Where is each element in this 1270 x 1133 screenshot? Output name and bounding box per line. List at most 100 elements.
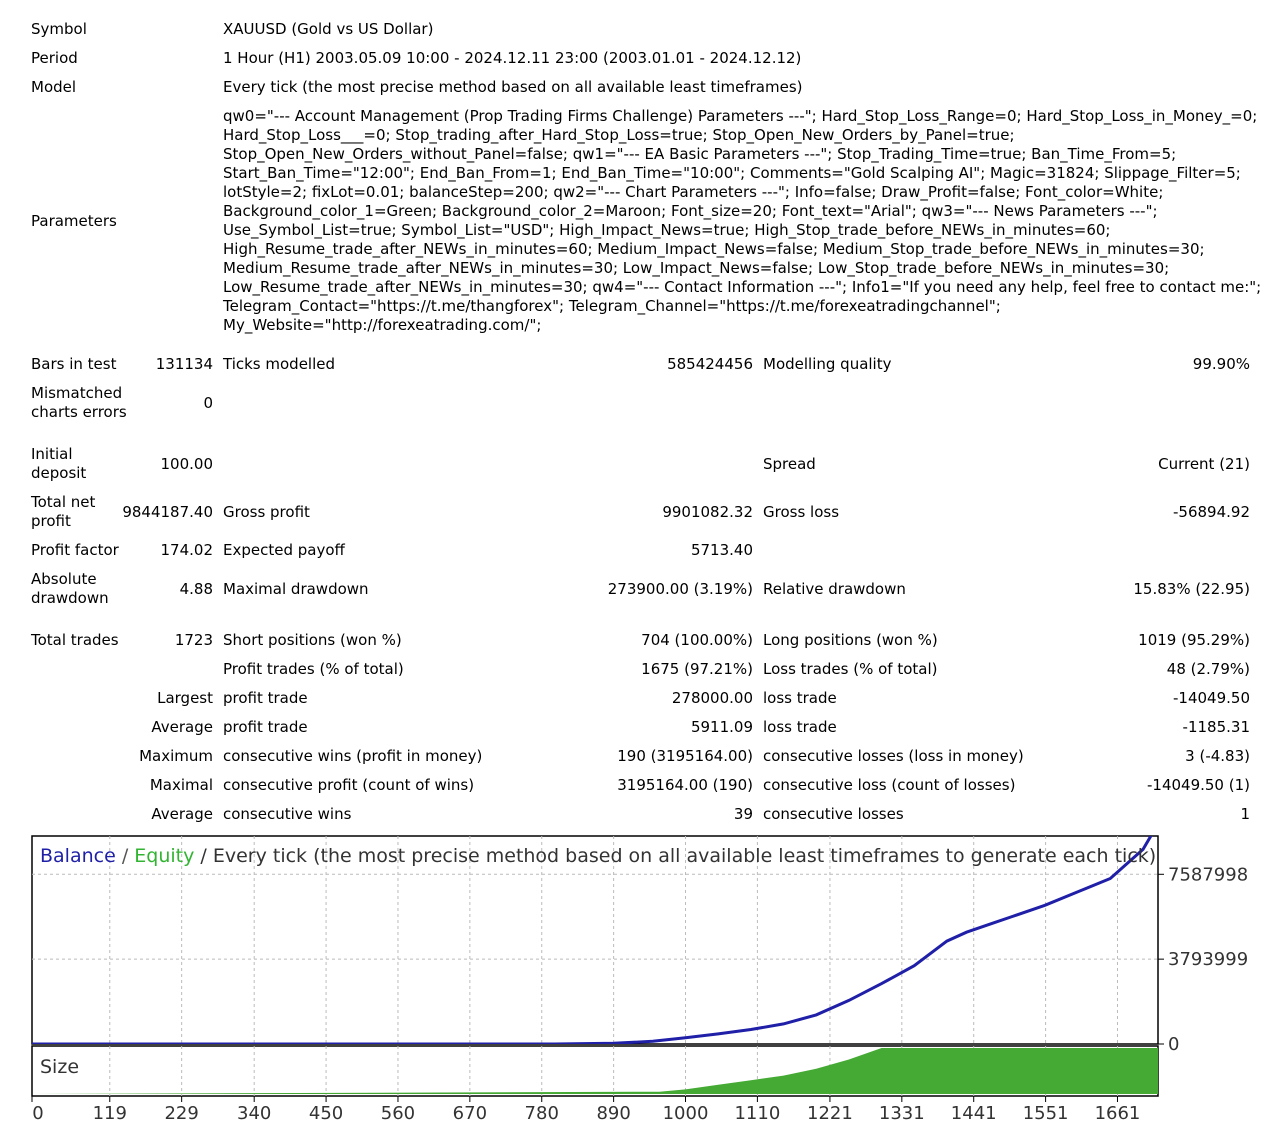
largest-profit-trade-value: 278000.00 xyxy=(671,689,753,707)
horizontal-grid xyxy=(32,873,1158,960)
expected-payoff-value: 5713.40 xyxy=(690,541,753,559)
short-positions-value: 704 (100.00%) xyxy=(641,631,753,649)
y-axis-ticks: 0 3793999 7587998 xyxy=(1158,864,1248,1055)
max-consecutive-losses-label: consecutive losses (loss in money) xyxy=(763,747,1024,765)
maximal-consecutive-profit-label: consecutive profit (count of wins) xyxy=(223,776,475,794)
x-tick-label: 1441 xyxy=(951,1103,997,1124)
average-consecutive-losses-value: 1 xyxy=(1240,805,1250,823)
maximal-consecutive-profit-value: 3195164.00 (190) xyxy=(617,776,753,794)
maximal-consecutive-loss-label: consecutive loss (count of losses) xyxy=(763,776,1016,794)
x-axis-ticks: 0 119 229 340 450 560 670 780 890 1000 1110 1221 133… xyxy=(31,1096,1141,1124)
x-tick-label: 229 xyxy=(164,1103,198,1124)
x-tick-label: 780 xyxy=(525,1103,559,1124)
maximal-consecutive-loss-value: -14049.50 (1) xyxy=(1146,776,1250,794)
profit-factor-value: 174.02 xyxy=(160,541,214,559)
loss-trades-label: Loss trades (% of total) xyxy=(763,660,938,678)
absolute-drawdown-label-2: drawdown xyxy=(31,589,109,607)
ticks-value: 585424456 xyxy=(667,355,753,373)
x-tick-label: 890 xyxy=(596,1103,630,1124)
x-tick-label: 560 xyxy=(381,1103,415,1124)
largest-profit-trade-label: profit trade xyxy=(223,689,308,707)
parameters-value: qw0="--- Account Management (Prop Tradin… xyxy=(223,107,1262,334)
x-tick-label: 119 xyxy=(93,1103,127,1124)
x-tick-label: 1110 xyxy=(734,1103,780,1124)
size-area xyxy=(32,1048,1158,1094)
x-tick-label: 1221 xyxy=(807,1103,853,1124)
loss-trades-value: 48 (2.79%) xyxy=(1166,660,1250,678)
deposit-value: 100.00 xyxy=(160,455,214,473)
x-tick-label: 670 xyxy=(453,1103,487,1124)
chart-title-sep: / xyxy=(116,845,134,867)
average-consecutive-wins-label: consecutive wins xyxy=(223,805,352,823)
y-tick-label: 7587998 xyxy=(1168,864,1248,885)
y-tick-label: 0 xyxy=(1168,1034,1179,1055)
main-plot-frame xyxy=(31,835,1159,1045)
absolute-drawdown-label-1: Absolute xyxy=(31,570,97,588)
relative-drawdown-value: 15.83% (22.95) xyxy=(1133,580,1250,598)
gross-profit-label: Gross profit xyxy=(223,503,310,521)
profit-trades-value: 1675 (97.21%) xyxy=(641,660,753,678)
spread-label: Spread xyxy=(763,455,816,473)
relative-drawdown-label: Relative drawdown xyxy=(763,580,906,598)
average-profit-trade-label: profit trade xyxy=(223,718,308,736)
maximal-drawdown-value: 273900.00 (3.19%) xyxy=(607,580,753,598)
bars-label: Bars in test xyxy=(31,355,117,373)
absolute-drawdown-value: 4.88 xyxy=(179,580,213,598)
deposit-label-1: Initial xyxy=(31,445,73,463)
profit-factor-label: Profit factor xyxy=(31,541,119,559)
average-loss-trade-value: -1185.31 xyxy=(1182,718,1250,736)
parameters-label: Parameters xyxy=(31,212,117,230)
largest-label: Largest xyxy=(157,689,213,707)
deposit-label-2: deposit xyxy=(31,464,87,482)
average-consecutive-label: Average xyxy=(151,805,213,823)
max-consecutive-wins-label: consecutive wins (profit in money) xyxy=(223,747,483,765)
symbol-label: Symbol xyxy=(31,20,87,38)
chart-title: Balance / Equity / Every tick (the most … xyxy=(40,845,1217,867)
average-consecutive-losses-label: consecutive losses xyxy=(763,805,904,823)
mismatch-label-1: Mismatched xyxy=(31,384,123,402)
x-tick-label: 0 xyxy=(32,1103,43,1124)
maximum-label: Maximum xyxy=(139,747,213,765)
bars-value: 131134 xyxy=(155,355,213,373)
max-consecutive-wins-value: 190 (3195164.00) xyxy=(617,747,753,765)
gross-loss-value: -56894.92 xyxy=(1173,503,1250,521)
average-loss-trade-label: loss trade xyxy=(763,718,837,736)
spread-value: Current (21) xyxy=(1158,455,1250,473)
long-positions-value: 1019 (95.29%) xyxy=(1138,631,1250,649)
gross-profit-value: 9901082.32 xyxy=(662,503,753,521)
chart-title-balance: Balance xyxy=(40,845,116,867)
modelling-quality-label: Modelling quality xyxy=(763,355,892,373)
mismatch-label-2: charts errors xyxy=(31,403,127,421)
x-tick-label: 1000 xyxy=(663,1103,709,1124)
x-tick-label: 340 xyxy=(237,1103,271,1124)
gross-loss-label: Gross loss xyxy=(763,503,840,521)
average-consecutive-wins-value: 39 xyxy=(733,805,753,823)
average-label: Average xyxy=(151,718,213,736)
x-tick-label: 1661 xyxy=(1095,1103,1141,1124)
chart-title-equity: Equity xyxy=(134,845,194,867)
maximal-drawdown-label: Maximal drawdown xyxy=(223,580,369,598)
period-label: Period xyxy=(31,49,78,67)
balance-series-line xyxy=(32,836,1153,1044)
vertical-grid xyxy=(109,836,1118,1044)
largest-loss-trade-label: loss trade xyxy=(763,689,837,707)
net-profit-value: 9844187.40 xyxy=(122,503,213,521)
profit-trades-label: Profit trades (% of total) xyxy=(223,660,404,678)
y-tick-label: 3793999 xyxy=(1168,949,1248,970)
x-tick-label: 1331 xyxy=(879,1103,925,1124)
balance-chart: 0 3793999 7587998 Balance / Equity / Every… xyxy=(31,835,1248,1124)
symbol-value: XAUUSD (Gold vs US Dollar) xyxy=(223,20,434,38)
model-value: Every tick (the most precise method base… xyxy=(223,78,803,96)
size-label: Size xyxy=(40,1056,79,1078)
total-trades-label: Total trades xyxy=(31,631,119,649)
total-trades-value: 1723 xyxy=(174,631,213,649)
ticks-label: Ticks modelled xyxy=(223,355,336,373)
x-tick-label: 450 xyxy=(309,1103,343,1124)
modelling-quality-value: 99.90% xyxy=(1192,355,1250,373)
x-tick-label: 1551 xyxy=(1023,1103,1069,1124)
period-value: 1 Hour (H1) 2003.05.09 10:00 - 2024.12.1… xyxy=(223,49,802,67)
max-consecutive-losses-value: 3 (-4.83) xyxy=(1185,747,1250,765)
mismatch-value: 0 xyxy=(203,394,213,412)
net-profit-label-1: Total net xyxy=(31,493,96,511)
average-profit-trade-value: 5911.09 xyxy=(690,718,753,736)
